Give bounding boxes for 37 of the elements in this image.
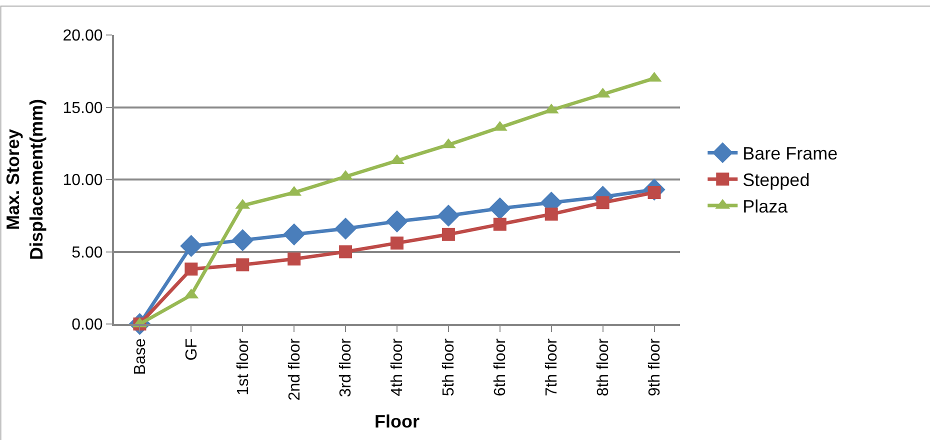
point — [437, 204, 460, 227]
point — [339, 245, 352, 258]
point — [442, 228, 455, 241]
point — [236, 258, 250, 272]
point — [288, 252, 301, 266]
point — [283, 223, 306, 246]
legend-label: Bare Frame — [742, 144, 838, 164]
x-axis-title: Floor — [374, 411, 420, 432]
x-tick-label: 5th floor — [440, 338, 458, 396]
x-tick-label: 2nd floor — [286, 338, 304, 401]
point — [386, 210, 408, 232]
x-tick-label: 6th floor — [492, 338, 510, 396]
x-tick-label: GF — [183, 338, 200, 361]
legend-label: Plaza — [742, 196, 789, 217]
x-tick-label: 7th floor — [544, 338, 561, 396]
point — [180, 234, 202, 258]
point — [488, 197, 511, 220]
point — [390, 236, 404, 250]
point — [596, 196, 610, 210]
point — [334, 218, 357, 240]
x-tick-label: 4th floor — [389, 338, 406, 396]
y-tick-label: 15.00 — [62, 100, 103, 117]
x-tick-label: Base — [132, 338, 149, 375]
legend-label: Stepped — [742, 170, 810, 190]
x-tick-label: 1st floor — [234, 338, 252, 396]
y-tick-label: 20.00 — [62, 28, 103, 45]
x-tick-label: 3rd floor — [338, 338, 355, 398]
point — [493, 218, 506, 231]
y-tick-label: 0.00 — [72, 316, 103, 334]
x-tick-label: 9th floor — [646, 338, 664, 396]
y-axis-title: Max. Storey Displacement(mm) — [3, 98, 46, 260]
point — [232, 229, 254, 252]
x-tick-label: 8th floor — [595, 338, 612, 396]
point — [184, 262, 198, 276]
y-tick-label: 5.00 — [72, 244, 103, 262]
point — [544, 208, 558, 221]
y-tick-label: 10.00 — [62, 172, 103, 190]
